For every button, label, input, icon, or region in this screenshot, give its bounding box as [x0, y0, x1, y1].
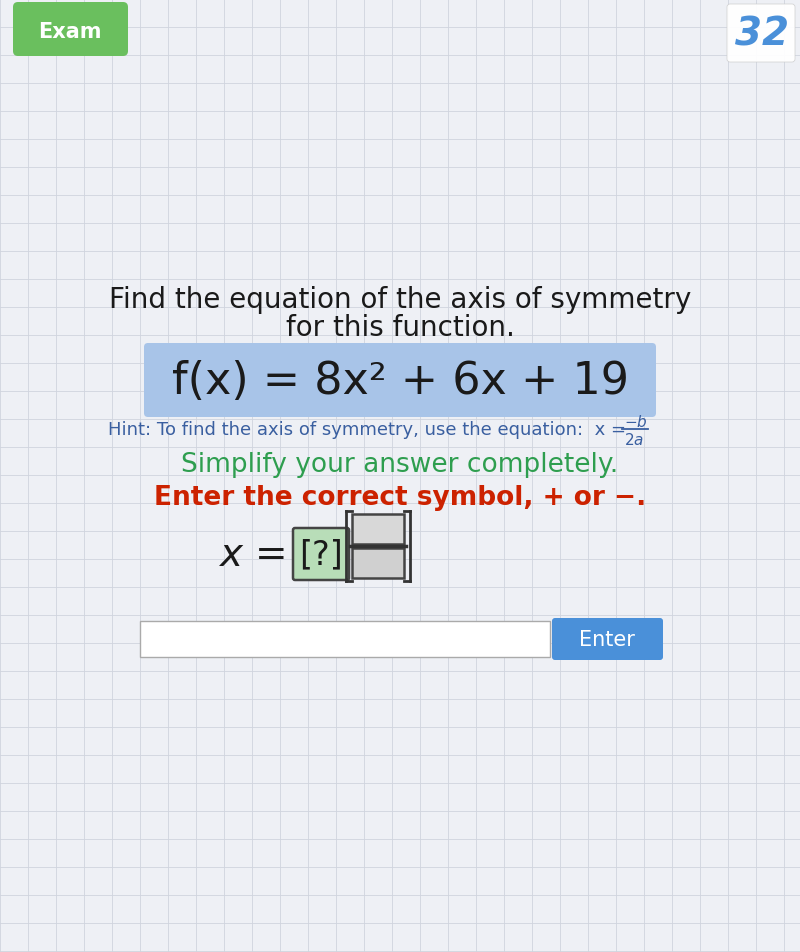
FancyBboxPatch shape [727, 5, 795, 63]
Text: $2a$: $2a$ [624, 431, 644, 447]
Text: Simplify your answer completely.: Simplify your answer completely. [182, 451, 618, 478]
Text: $x$ =: $x$ = [218, 535, 285, 573]
Text: f(x) = 8x² + 6x + 19: f(x) = 8x² + 6x + 19 [171, 360, 629, 403]
FancyBboxPatch shape [13, 3, 128, 57]
Text: Find the equation of the axis of symmetry: Find the equation of the axis of symmetr… [109, 286, 691, 313]
Text: Enter the correct symbol, + or −.: Enter the correct symbol, + or −. [154, 485, 646, 510]
Text: Hint: To find the axis of symmetry, use the equation:  x =: Hint: To find the axis of symmetry, use … [108, 421, 632, 439]
Text: for this function.: for this function. [286, 313, 514, 342]
Text: [?]: [?] [299, 538, 343, 571]
Text: Enter: Enter [579, 629, 635, 649]
FancyBboxPatch shape [293, 528, 349, 581]
Bar [352, 548, 404, 579]
Text: Exam: Exam [38, 22, 102, 42]
Text: 32: 32 [735, 16, 789, 54]
FancyBboxPatch shape [552, 619, 663, 661]
FancyBboxPatch shape [140, 622, 550, 657]
FancyBboxPatch shape [144, 344, 656, 418]
Bar [352, 514, 404, 545]
Text: $-b$: $-b$ [624, 413, 648, 429]
